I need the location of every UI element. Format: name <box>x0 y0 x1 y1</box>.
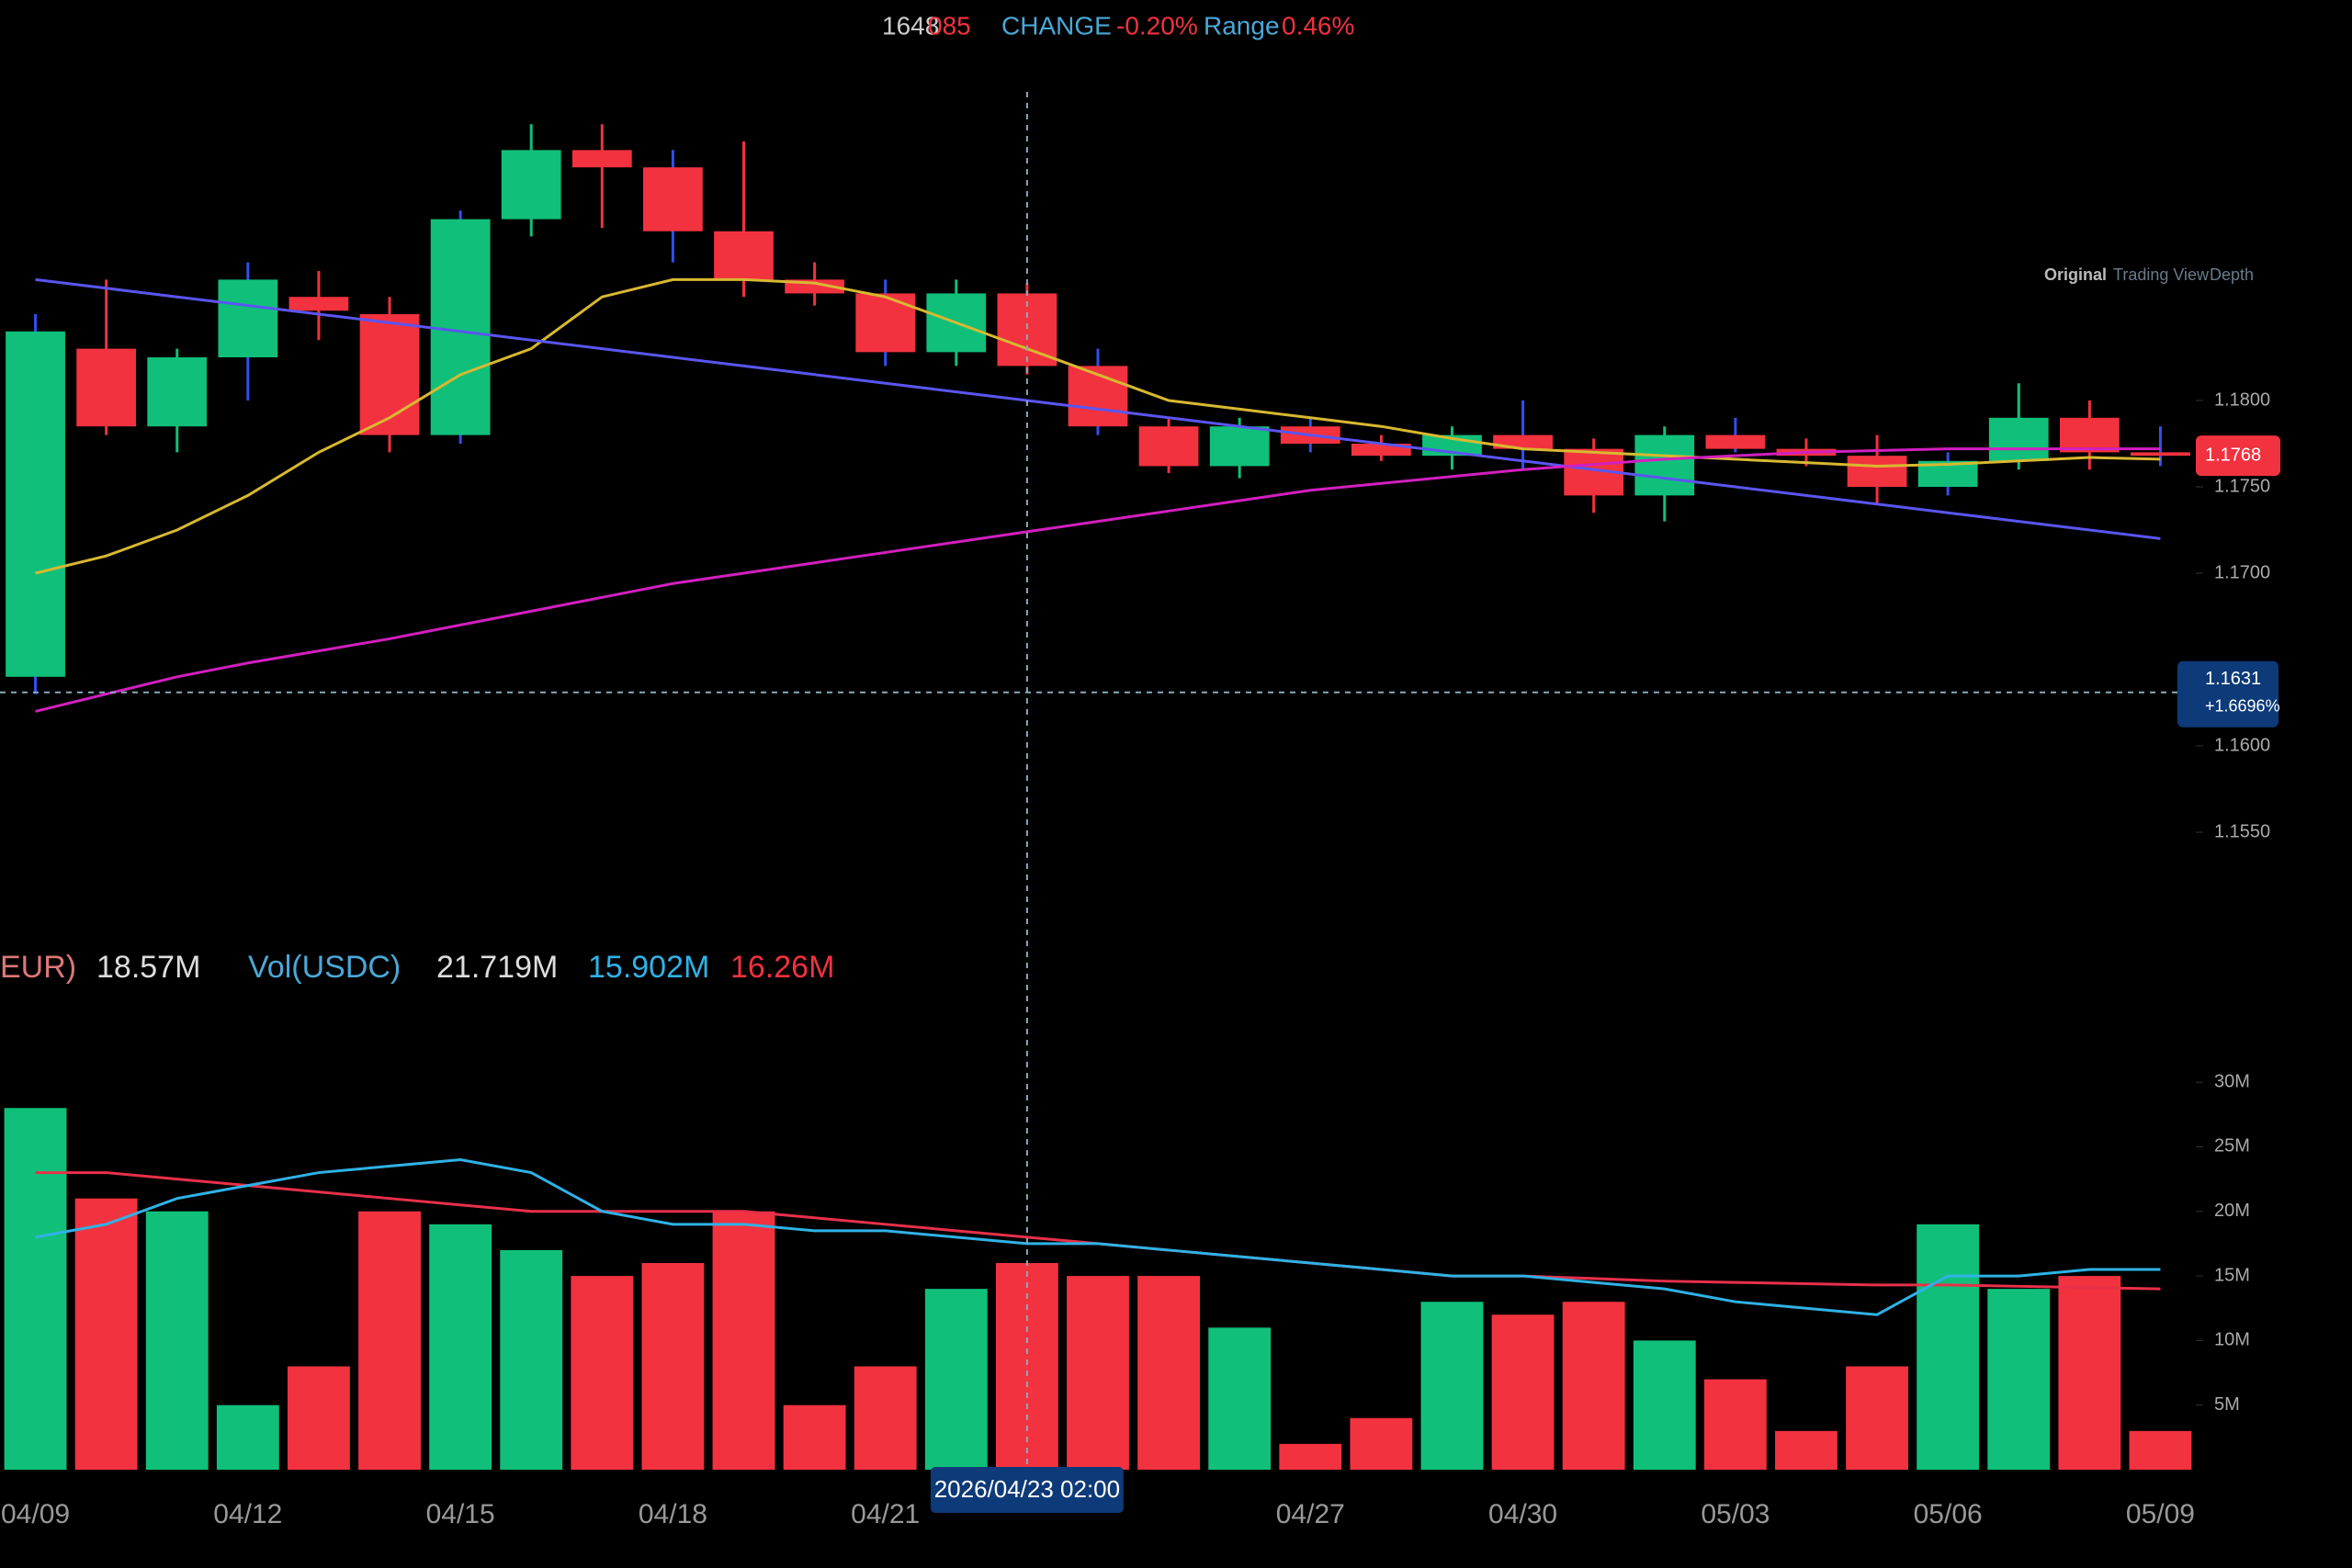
x-tick-label: 05/09 <box>2126 1499 2195 1529</box>
price-tick-label: 1.1800 <box>2214 389 2270 410</box>
candle-body <box>359 314 420 435</box>
volume-bar <box>1987 1289 2051 1470</box>
volume-tick-label: 15M <box>2214 1265 2250 1285</box>
candle-body <box>2059 417 2120 453</box>
crosshair-change: +1.6696% <box>2205 696 2280 715</box>
x-tick-label: 04/15 <box>426 1499 495 1529</box>
candle-body <box>1209 426 1270 467</box>
volume-bar <box>429 1224 492 1470</box>
volume-bar <box>288 1366 350 1470</box>
volume-tick-label: 10M <box>2214 1330 2250 1350</box>
moving-average <box>35 447 2161 713</box>
volume-bar <box>1917 1224 1980 1470</box>
x-tick-label: 04/21 <box>851 1499 920 1529</box>
volume-bar <box>1420 1302 1484 1470</box>
volume-bar <box>1350 1417 1413 1470</box>
volume-tick-label: 20M <box>2214 1201 2250 1221</box>
crosshair-time-box <box>930 1467 1124 1513</box>
volume-bar <box>74 1198 138 1470</box>
volume-bar <box>2129 1430 2192 1470</box>
candle-body <box>1847 456 1907 487</box>
volume-bar <box>500 1249 563 1470</box>
x-tick-label: 04/09 <box>1 1499 70 1529</box>
volume-legend: 16.26M <box>730 950 834 985</box>
price-tick-label: 1.1700 <box>2214 562 2270 582</box>
header-text: Range <box>1204 11 1280 39</box>
price-tick-label: 1.1750 <box>2214 476 2270 496</box>
volume-bar <box>1208 1327 1272 1470</box>
volume-bar <box>1067 1276 1129 1470</box>
header-text: CHANGE <box>1001 11 1112 39</box>
crosshair-price: 1.1631 <box>2205 669 2261 689</box>
candle-body <box>2131 452 2190 457</box>
candle-body <box>571 150 632 168</box>
candle-body <box>1705 434 1766 449</box>
volume-bar <box>1703 1379 1767 1470</box>
header-text: 085 <box>928 11 971 39</box>
volume-legend: EUR) <box>0 950 76 985</box>
crosshair-price-box <box>2177 660 2278 728</box>
volume-bar <box>1633 1340 1696 1470</box>
price-tick-label: 1.1550 <box>2214 821 2270 841</box>
x-tick-label: 05/06 <box>1914 1499 1983 1529</box>
last-price: 1.1768 <box>2205 445 2261 465</box>
x-tick-label: 04/30 <box>1488 1499 1557 1529</box>
volume-tick-label: 5M <box>2214 1394 2240 1415</box>
price-tick-label: 1.1600 <box>2214 735 2270 755</box>
crosshair-time: 2026/04/23 02:00 <box>934 1475 1120 1503</box>
volume-bar <box>1137 1276 1201 1470</box>
volume-average <box>35 1157 2161 1316</box>
volume-bar <box>145 1211 209 1470</box>
candle-body <box>1988 417 2049 461</box>
candle-body <box>147 357 208 427</box>
x-tick-label: 05/03 <box>1701 1499 1770 1529</box>
volume-tick-label: 30M <box>2214 1071 2250 1091</box>
candle-body <box>6 331 65 677</box>
volume-bar <box>1846 1366 1908 1470</box>
tab[interactable]: Trading View <box>2113 265 2210 284</box>
volume-bar <box>1562 1302 1625 1470</box>
volume-bar <box>1491 1314 1555 1470</box>
moving-average <box>35 277 2161 540</box>
volume-bar <box>641 1263 705 1470</box>
volume-bar <box>358 1211 421 1470</box>
candle-body <box>1634 434 1695 496</box>
tab[interactable]: Original <box>2044 265 2107 284</box>
volume-bar <box>571 1276 634 1470</box>
volume-bar <box>2058 1276 2121 1470</box>
volume-legend: Vol(USDC) <box>248 950 401 985</box>
volume-bar <box>1775 1430 1838 1470</box>
x-tick-label: 04/12 <box>213 1499 282 1529</box>
candle-body <box>218 279 278 357</box>
volume-legend: 21.719M <box>436 950 558 985</box>
header-text: 1648 <box>882 11 939 39</box>
volume-bar <box>712 1211 775 1470</box>
candle-body <box>643 167 703 231</box>
header-text: 0.46% <box>1282 11 1354 39</box>
candle-body <box>288 297 349 311</box>
candle-body <box>501 150 561 220</box>
volume-legend: 15.902M <box>588 950 709 985</box>
x-tick-label: 04/27 <box>1276 1499 1345 1529</box>
volume-bar <box>924 1289 988 1470</box>
x-tick-label: 04/18 <box>639 1499 707 1529</box>
tab[interactable]: Depth <box>2210 265 2254 284</box>
candle-body <box>1138 426 1199 467</box>
volume-bar <box>4 1108 67 1470</box>
header-text: -0.20% <box>1116 11 1198 39</box>
last-price-box <box>2196 435 2280 477</box>
candle-body <box>76 348 137 427</box>
candle-body <box>430 219 491 435</box>
volume-bar <box>1279 1443 1342 1470</box>
volume-tick-label: 25M <box>2214 1136 2250 1156</box>
moving-average <box>35 277 2161 575</box>
volume-bar <box>216 1404 279 1470</box>
volume-bar <box>783 1404 846 1470</box>
candle-body <box>855 293 916 353</box>
candle-body <box>714 231 774 280</box>
volume-bar <box>854 1366 917 1470</box>
volume-legend: 18.57M <box>96 950 200 985</box>
